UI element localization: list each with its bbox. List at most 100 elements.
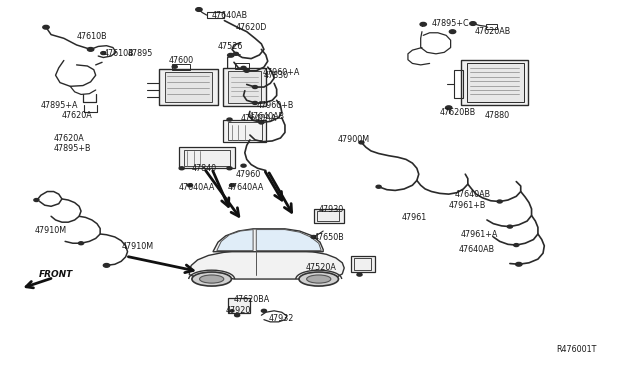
Circle shape <box>241 164 246 167</box>
Text: 47895+A: 47895+A <box>41 101 78 110</box>
Bar <box>159 68 218 105</box>
Circle shape <box>449 30 456 33</box>
Polygon shape <box>217 230 253 251</box>
Bar <box>228 298 250 313</box>
Text: 47640AA: 47640AA <box>241 114 276 123</box>
Text: 47650B: 47650B <box>314 233 344 242</box>
Bar <box>164 72 212 102</box>
Circle shape <box>188 184 193 187</box>
Text: 47961+B: 47961+B <box>449 201 486 210</box>
Circle shape <box>230 310 234 312</box>
Circle shape <box>445 106 452 110</box>
Circle shape <box>88 48 94 51</box>
Text: 47895: 47895 <box>127 49 153 58</box>
Text: 47620BA: 47620BA <box>234 295 270 304</box>
Bar <box>228 122 262 140</box>
Text: 47620AB: 47620AB <box>474 27 511 36</box>
Bar <box>486 23 497 29</box>
Circle shape <box>508 225 513 228</box>
Bar <box>314 209 344 223</box>
Circle shape <box>227 118 232 121</box>
Circle shape <box>244 69 249 72</box>
Text: 47620D: 47620D <box>236 23 268 32</box>
Text: 47610B: 47610B <box>103 49 134 58</box>
Circle shape <box>241 66 246 69</box>
Text: 47961+A: 47961+A <box>460 230 497 239</box>
Ellipse shape <box>192 272 232 286</box>
Bar <box>228 71 261 103</box>
Circle shape <box>196 8 202 12</box>
Ellipse shape <box>299 272 339 286</box>
Text: 47640AB: 47640AB <box>459 245 495 254</box>
Text: 47910M: 47910M <box>35 226 67 235</box>
Circle shape <box>235 314 240 317</box>
Bar <box>454 70 463 98</box>
Ellipse shape <box>307 275 331 283</box>
Circle shape <box>252 86 257 89</box>
Circle shape <box>357 273 362 276</box>
Circle shape <box>514 244 519 247</box>
Text: 47920: 47920 <box>226 306 251 315</box>
Circle shape <box>234 52 239 55</box>
Text: 47640AB: 47640AB <box>248 112 285 121</box>
Text: 47640AA: 47640AA <box>179 183 215 192</box>
Text: FRONT: FRONT <box>38 270 72 279</box>
Text: 47961: 47961 <box>401 213 427 222</box>
Circle shape <box>259 121 264 124</box>
Circle shape <box>470 22 476 25</box>
Text: 47620BB: 47620BB <box>440 108 476 118</box>
Circle shape <box>376 185 381 188</box>
Circle shape <box>100 52 106 55</box>
Circle shape <box>34 199 39 202</box>
Polygon shape <box>189 251 344 279</box>
Bar <box>223 68 266 106</box>
Text: 47910M: 47910M <box>121 243 154 251</box>
Text: R476001T: R476001T <box>556 345 596 354</box>
Text: 47620A: 47620A <box>62 110 93 120</box>
Circle shape <box>172 65 177 68</box>
Bar <box>179 147 235 168</box>
Text: 47840: 47840 <box>191 164 216 173</box>
Circle shape <box>261 310 266 312</box>
Bar <box>351 256 375 272</box>
Circle shape <box>228 54 234 57</box>
Text: 47830: 47830 <box>264 71 289 80</box>
Bar <box>467 63 524 102</box>
Ellipse shape <box>200 275 224 283</box>
Circle shape <box>497 200 502 203</box>
Text: 47520A: 47520A <box>306 263 337 272</box>
Text: 47610B: 47610B <box>77 32 108 41</box>
Text: 47620A: 47620A <box>54 134 84 143</box>
Bar <box>235 63 248 68</box>
Text: 47960+A: 47960+A <box>262 68 300 77</box>
Circle shape <box>79 242 84 245</box>
Bar <box>184 150 230 166</box>
Bar <box>223 119 266 142</box>
Text: 47640AB: 47640AB <box>212 11 248 20</box>
Circle shape <box>103 263 109 267</box>
Circle shape <box>43 25 49 29</box>
Circle shape <box>252 102 257 105</box>
Text: 47930: 47930 <box>319 205 344 215</box>
Text: 47600: 47600 <box>168 56 193 65</box>
Circle shape <box>516 262 522 266</box>
Text: 47895+B: 47895+B <box>54 144 91 153</box>
Bar <box>355 258 371 270</box>
Bar <box>461 61 529 105</box>
Text: 47932: 47932 <box>269 314 294 323</box>
Polygon shape <box>256 230 321 251</box>
Text: 47960+B: 47960+B <box>256 101 294 110</box>
Polygon shape <box>213 229 323 252</box>
Circle shape <box>227 167 232 170</box>
Circle shape <box>311 235 316 238</box>
Text: 47640AA: 47640AA <box>228 183 264 192</box>
Bar <box>207 12 225 17</box>
Circle shape <box>179 167 184 170</box>
Text: 47895+C: 47895+C <box>431 19 469 28</box>
Bar <box>317 211 339 221</box>
Circle shape <box>359 141 364 144</box>
Text: 47640AB: 47640AB <box>455 190 492 199</box>
Circle shape <box>420 22 426 26</box>
Text: 47960: 47960 <box>236 170 261 179</box>
Text: 47526: 47526 <box>218 42 243 51</box>
